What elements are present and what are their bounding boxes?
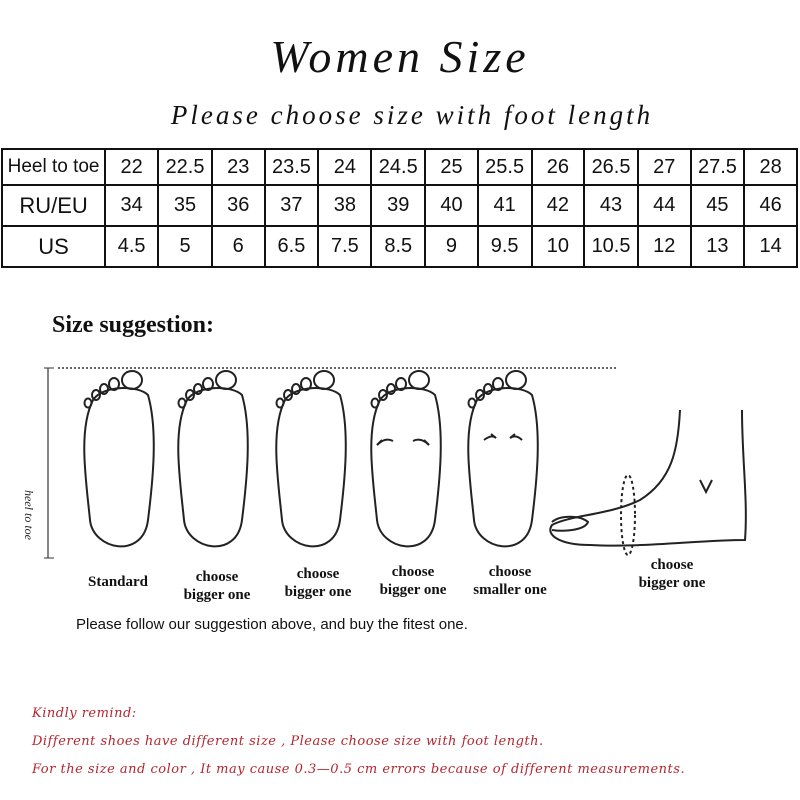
table-cell: 42: [530, 184, 586, 228]
subtitle: Please choose size with foot length: [170, 100, 654, 130]
table-cell: 39: [370, 184, 427, 228]
table-cell: 12: [636, 225, 692, 268]
label-line-1: choose: [195, 569, 239, 585]
table-cell: 26.5: [583, 147, 639, 187]
suggestion-note: Please follow our suggestion above, and …: [76, 616, 468, 633]
table-cell: 23: [210, 147, 266, 187]
label-line-1: choose: [391, 564, 435, 580]
foot-outline-icon: [177, 370, 249, 548]
side-foot-icon: [549, 409, 747, 556]
table-cell: 37: [263, 184, 320, 228]
table-cell: 34: [104, 184, 160, 228]
row-header: US: [0, 225, 107, 268]
foot-outline-icon: [467, 370, 539, 548]
foot-suggestion-label: choose bigger one: [612, 556, 732, 592]
label-line-2: smaller one: [473, 582, 547, 598]
remind-heading: Kindly remind:: [32, 706, 137, 721]
table-cell: 40: [424, 184, 479, 228]
table-cell: 23.5: [263, 147, 320, 187]
table-cell: 27: [636, 147, 692, 187]
foot-suggestion-label: choose bigger one: [258, 565, 378, 601]
table-cell: 4.5: [104, 225, 160, 268]
table-cell: 14: [743, 225, 798, 268]
table-cell: 24.5: [370, 147, 427, 187]
table-cell: 44: [636, 184, 692, 228]
foot-suggestion-label: choose bigger one: [353, 563, 473, 599]
table-cell: 10: [530, 225, 586, 268]
row-header: RU/EU: [0, 184, 107, 228]
table-cell: 45: [689, 184, 746, 228]
table-cell: 43: [583, 184, 639, 228]
table-cell: 13: [689, 225, 746, 268]
page-title: Women Size: [270, 31, 530, 82]
table-cell: 22: [104, 147, 160, 187]
size-suggestion-heading: Size suggestion:: [52, 312, 214, 338]
label-line-1: choose: [488, 564, 532, 580]
table-cell: 6: [210, 225, 266, 268]
table-cell: 36: [210, 184, 266, 228]
table-cell: 9.5: [476, 225, 533, 268]
foot-suggestion-label: choose bigger one: [157, 568, 277, 604]
size-table: Heel to toe 22 22.5 23 23.5 24 24.5 25 25.5 26 26.…: [0, 147, 798, 268]
table-cell: 5: [157, 225, 213, 268]
table-row: Heel to toe 22 22.5 23 23.5 24 24.5 25 25.5 26 26.…: [0, 147, 798, 187]
table-cell: 7.5: [317, 225, 373, 268]
table-cell: 25.5: [476, 147, 533, 187]
table-cell: 22.5: [157, 147, 213, 187]
table-cell: 8.5: [370, 225, 427, 268]
label-line-2: bigger one: [638, 575, 706, 591]
table-cell: 25: [424, 147, 479, 187]
table-cell: 6.5: [263, 225, 320, 268]
label-line-1: Standard: [87, 574, 149, 590]
foot-suggestion-label: Standard: [58, 573, 178, 591]
label-line-2: bigger one: [284, 584, 352, 600]
table-cell: 38: [317, 184, 373, 228]
feet-illustration: [44, 367, 747, 559]
remind-line-2: For the size and color , It may cause 0.…: [32, 762, 686, 777]
table-cell: 9: [424, 225, 479, 268]
table-cell: 27.5: [689, 147, 746, 187]
remind-line-1: Different shoes have different size , Pl…: [32, 734, 544, 749]
label-line-1: choose: [650, 557, 694, 573]
foot-outline-icon: [83, 370, 155, 548]
table-cell: 41: [476, 184, 533, 228]
table-cell: 28: [743, 147, 798, 187]
label-line-1: choose: [296, 566, 340, 582]
table-cell: 24: [317, 147, 373, 187]
foot-suggestion-label: choose smaller one: [450, 563, 570, 599]
table-row: US 4.5 5 6 6.5 7.5 8.5 9 9.5 10 10.5 12 13 14: [0, 225, 798, 268]
label-line-2: bigger one: [379, 582, 447, 598]
table-row: RU/EU 34 35 36 37 38 39 40 41 42 43 44 45 46: [0, 184, 798, 228]
table-cell: 35: [157, 184, 213, 228]
foot-outline-icon: [370, 370, 442, 548]
table-cell: 10.5: [583, 225, 639, 268]
table-cell: 46: [743, 184, 798, 228]
row-header: Heel to toe: [0, 147, 107, 187]
label-line-2: bigger one: [183, 587, 251, 603]
table-cell: 26: [530, 147, 586, 187]
foot-outline-icon: [275, 370, 347, 548]
